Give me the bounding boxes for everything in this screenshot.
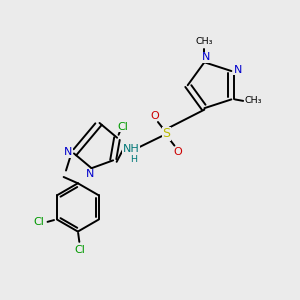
Text: O: O xyxy=(151,110,159,121)
Text: Cl: Cl xyxy=(74,245,85,255)
Text: CH₃: CH₃ xyxy=(245,96,262,105)
Text: H: H xyxy=(130,155,137,164)
Text: S: S xyxy=(162,127,170,140)
Text: N: N xyxy=(86,169,94,179)
Text: Cl: Cl xyxy=(34,218,45,227)
Text: O: O xyxy=(173,147,182,157)
Text: Cl: Cl xyxy=(117,122,128,131)
Text: N: N xyxy=(64,147,72,157)
Text: CH₃: CH₃ xyxy=(196,37,213,46)
Text: N: N xyxy=(234,64,242,75)
Text: N: N xyxy=(202,52,210,62)
Text: NH: NH xyxy=(122,143,139,154)
